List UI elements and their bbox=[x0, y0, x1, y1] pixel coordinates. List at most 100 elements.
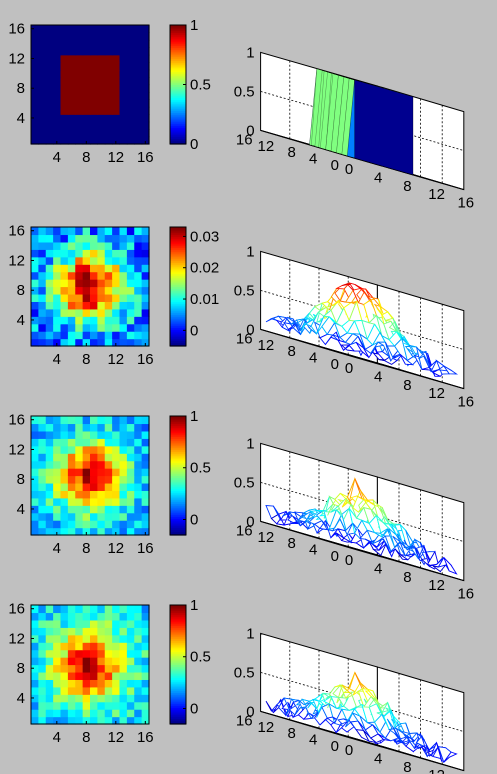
heatmap-cell bbox=[45, 664, 54, 673]
heatmap-cell bbox=[38, 308, 47, 317]
x-tick-label: 16 bbox=[137, 540, 154, 557]
heatmap-cell bbox=[90, 612, 98, 621]
x-tick-label: 4 bbox=[53, 540, 61, 557]
heatmap-cell bbox=[90, 438, 98, 447]
heatmap-cell bbox=[82, 619, 91, 628]
heatmap-cell bbox=[126, 460, 135, 469]
heatmap-cell bbox=[75, 657, 84, 666]
heatmap-cell bbox=[90, 32, 98, 41]
heatmap-cell bbox=[38, 316, 47, 325]
heatmap-cell bbox=[45, 468, 54, 477]
heatmap-cell bbox=[112, 642, 121, 651]
colorbar-segment bbox=[170, 683, 186, 686]
heatmap-cell bbox=[90, 605, 98, 614]
y-tick-label: 12 bbox=[258, 138, 275, 155]
heatmap-cell bbox=[60, 54, 69, 63]
heatmap-cell bbox=[119, 430, 128, 439]
colorbar-frame bbox=[169, 415, 187, 536]
x-tick-label: 8 bbox=[403, 759, 411, 774]
colorbar-segment bbox=[170, 254, 186, 258]
colorbar-segment bbox=[170, 712, 186, 716]
colorbar-segment bbox=[170, 290, 186, 293]
heatmap-cell bbox=[134, 84, 143, 93]
colorbar-segment bbox=[170, 327, 186, 330]
heatmap-cell bbox=[112, 136, 121, 145]
colorbar-segment bbox=[170, 720, 186, 723]
heatmap-cell bbox=[119, 338, 128, 347]
colorbar-segment bbox=[170, 69, 186, 73]
heatmap-cell bbox=[60, 331, 69, 340]
x-tick-label: 0 bbox=[345, 742, 353, 759]
heatmap-cell bbox=[112, 129, 121, 138]
heatmap-cell bbox=[53, 54, 62, 63]
heatmap-cell bbox=[67, 657, 76, 666]
colorbar-segment bbox=[170, 705, 186, 708]
heatmap-cell bbox=[67, 121, 76, 130]
heatmap-cell bbox=[53, 91, 62, 100]
heatmap-cell bbox=[53, 423, 62, 432]
y-tick-label: 0 bbox=[331, 157, 339, 174]
heatmap-cell bbox=[53, 460, 62, 469]
heatmap-cell bbox=[104, 54, 113, 63]
heatmap-cell bbox=[126, 84, 135, 93]
heatmap-cell bbox=[104, 423, 113, 432]
heatmap-cell bbox=[75, 256, 84, 265]
colorbar-segment bbox=[170, 331, 186, 334]
heatmap-cell bbox=[112, 445, 121, 454]
heatmap-cell bbox=[112, 671, 121, 680]
heatmap-cell bbox=[119, 331, 128, 340]
heatmap-cell bbox=[126, 605, 135, 614]
heatmap-cell bbox=[60, 619, 69, 628]
heatmap-cell bbox=[97, 657, 106, 666]
heatmap-cell bbox=[38, 497, 47, 506]
heatmap-cell bbox=[126, 694, 135, 703]
heatmap-cell bbox=[97, 331, 106, 340]
heatmap-cell bbox=[90, 657, 98, 666]
heatmap-cell bbox=[38, 634, 47, 643]
heatmap-cell bbox=[97, 249, 106, 258]
colorbar-segment bbox=[170, 112, 186, 115]
heatmap-cell bbox=[67, 249, 76, 258]
heatmap-cell bbox=[82, 416, 91, 425]
heatmap-cell bbox=[31, 664, 39, 673]
heatmap-cell bbox=[82, 612, 91, 621]
colorbar-segment bbox=[170, 430, 186, 434]
heatmap-cell bbox=[45, 527, 54, 536]
colorbar-segment bbox=[170, 65, 186, 69]
heatmap-cell bbox=[60, 612, 69, 621]
colorbar-segment bbox=[170, 469, 186, 473]
heatmap-cell bbox=[104, 709, 113, 718]
grid-line bbox=[282, 717, 400, 752]
colorbar-segment bbox=[170, 455, 186, 458]
heatmap-cell bbox=[75, 308, 84, 317]
colorbar-segment bbox=[170, 531, 186, 534]
heatmap-cell bbox=[90, 121, 98, 130]
heatmap-cell bbox=[75, 293, 84, 302]
x-tick-label: 4 bbox=[53, 149, 61, 166]
heatmap-cell bbox=[31, 512, 39, 521]
heatmap-cell bbox=[31, 301, 39, 310]
heatmap-cell bbox=[53, 47, 62, 56]
heatmap-cell bbox=[60, 47, 69, 56]
y-tick-label: 8 bbox=[17, 660, 25, 677]
heatmap-cell bbox=[134, 331, 143, 340]
heatmap-cell bbox=[126, 634, 135, 643]
colorbar-segment bbox=[170, 668, 186, 671]
heatmap-cell bbox=[31, 316, 39, 325]
heatmap-cell bbox=[31, 619, 39, 628]
colorbar-segment bbox=[170, 253, 186, 256]
heatmap-cell bbox=[67, 256, 76, 265]
heatmap-cell bbox=[53, 136, 62, 145]
heatmap-cell bbox=[97, 114, 106, 123]
heatmap-cell bbox=[53, 301, 62, 310]
heatmap-cell bbox=[119, 62, 128, 71]
heatmap-cell bbox=[38, 47, 47, 56]
heatmap-cell bbox=[97, 69, 106, 78]
heatmap-cell bbox=[60, 445, 69, 454]
heatmap-cell bbox=[67, 664, 76, 673]
colorbar-segment bbox=[170, 241, 186, 245]
heatmap-cell bbox=[60, 293, 69, 302]
heatmap-cell bbox=[112, 497, 121, 506]
colorbar-segment bbox=[170, 514, 186, 518]
colorbar-segment bbox=[170, 64, 186, 67]
